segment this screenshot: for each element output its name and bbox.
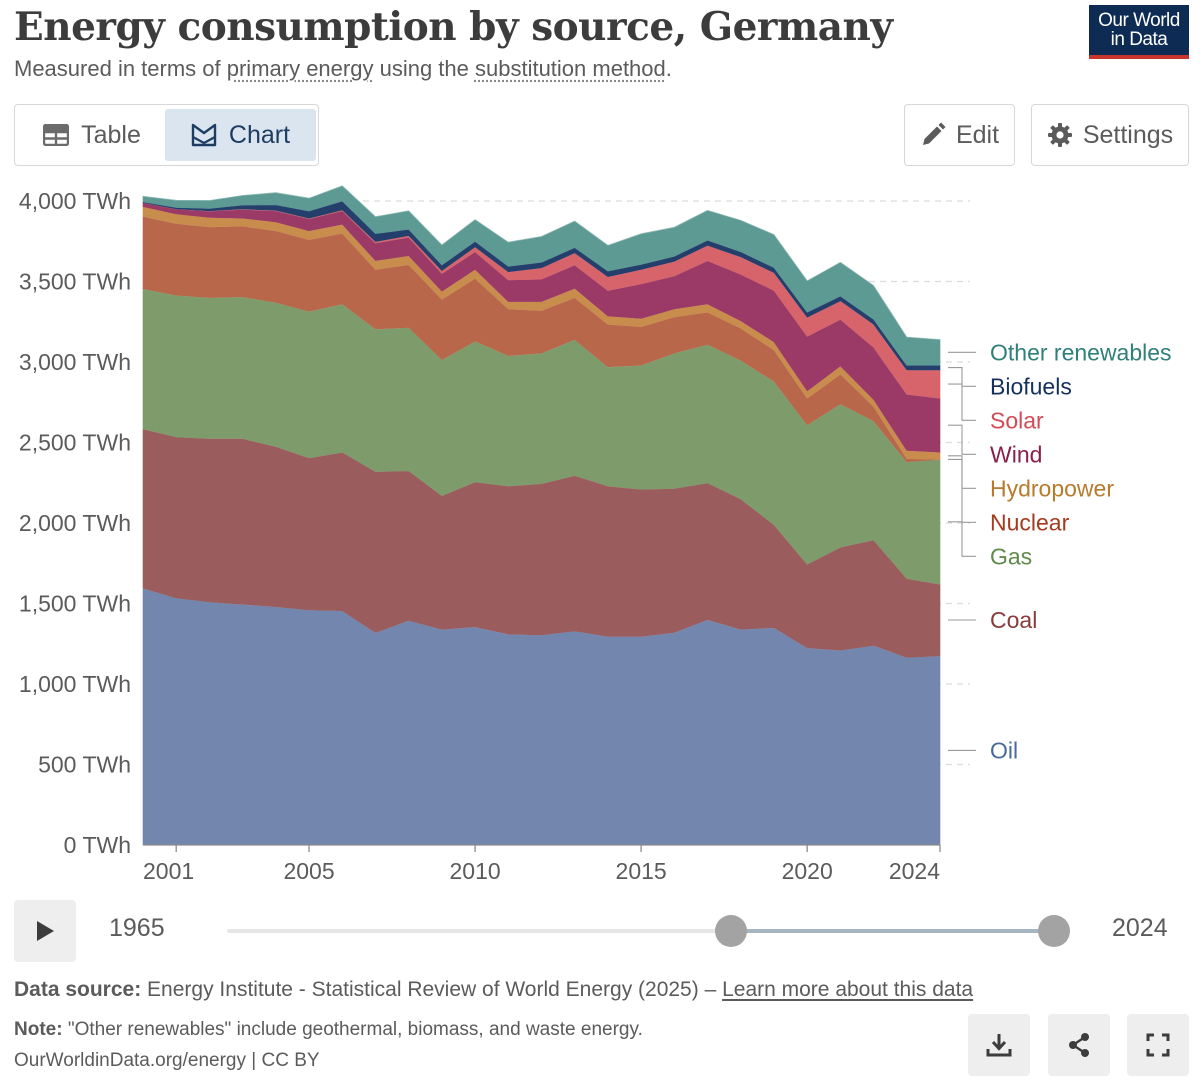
pencil-icon xyxy=(922,122,946,145)
area-chart-icon xyxy=(191,123,217,147)
note-label: Note: xyxy=(14,1019,63,1040)
x-tick-label: 2024 xyxy=(889,858,940,884)
timeline-start-year: 1965 xyxy=(109,914,165,942)
tab-chart[interactable]: Chart xyxy=(165,109,316,161)
x-tick-label: 2020 xyxy=(782,858,833,884)
logo-line-2: in Data xyxy=(1110,29,1168,50)
label-connector-nuclear xyxy=(948,458,976,523)
data-source-text: Energy Institute - Statistical Review of… xyxy=(141,978,723,1001)
label-connector-wind xyxy=(948,424,976,455)
series-label-hydropower[interactable]: Hydropower xyxy=(990,475,1114,501)
tab-chart-label: Chart xyxy=(228,120,291,149)
settings-label: Settings xyxy=(1082,120,1174,149)
fullscreen-icon xyxy=(1146,1033,1170,1057)
tab-table[interactable]: Table xyxy=(19,109,165,161)
timeline-track[interactable] xyxy=(227,929,1054,933)
y-tick-label: 1,500 TWh xyxy=(19,591,131,617)
logo-line-1: Our World xyxy=(1098,10,1180,31)
table-icon xyxy=(43,124,70,146)
edit-label: Edit xyxy=(955,120,1000,149)
page-subtitle: Measured in terms of primary energy usin… xyxy=(14,56,672,82)
play-button[interactable] xyxy=(14,900,76,962)
y-tick-label: 2,500 TWh xyxy=(19,430,131,456)
page-title: Energy consumption by source, Germany xyxy=(14,4,893,50)
y-tick-label: 0 TWh xyxy=(64,832,131,858)
y-tick-label: 3,500 TWh xyxy=(19,269,131,295)
label-layer: Other renewables Biofuels Solar Wind Hydropo… xyxy=(948,339,1172,763)
y-tick-label: 2,000 TWh xyxy=(19,510,131,536)
share-icon xyxy=(1069,1033,1089,1057)
data-source-label: Data source: xyxy=(14,978,142,1001)
subtitle-text: using the xyxy=(373,56,475,81)
fullscreen-button[interactable] xyxy=(1127,1014,1189,1076)
x-tick-label: 2015 xyxy=(616,858,667,884)
edit-button[interactable]: Edit xyxy=(904,104,1015,166)
settings-button[interactable]: Settings xyxy=(1031,104,1189,166)
primary-energy-link[interactable]: primary energy xyxy=(226,56,374,81)
subtitle-text: Measured in terms of xyxy=(14,56,227,81)
timeline-start-handle[interactable] xyxy=(715,915,747,947)
substitution-method-link[interactable]: substitution method xyxy=(474,56,666,81)
note-text: "Other renewables" include geothermal, b… xyxy=(62,1019,643,1040)
x-tick-label: 2005 xyxy=(283,858,334,884)
label-connector-solar xyxy=(948,383,976,421)
area-edge-other-renewables xyxy=(142,185,941,340)
y-tick-label: 3,000 TWh xyxy=(19,349,131,375)
data-source: Data source: Energy Institute - Statisti… xyxy=(14,978,973,1002)
download-icon xyxy=(986,1034,1012,1057)
y-tick-label: 500 TWh xyxy=(38,752,131,778)
series-label-other-renewables[interactable]: Other renewables xyxy=(990,339,1172,365)
stacked-area-chart: 0 TWh 500 TWh 1,000 TWh 1,500 TWh 2,000 TWh 2… xyxy=(19,185,1172,884)
credit-line: OurWorldinData.org/energy | CC BY xyxy=(14,1050,320,1071)
series-label-biofuels[interactable]: Biofuels xyxy=(990,373,1072,399)
series-label-wind[interactable]: Wind xyxy=(990,441,1042,467)
area-other-renewables[interactable] xyxy=(142,185,941,366)
axis-layer: 0 TWh 500 TWh 1,000 TWh 1,500 TWh 2,000 TWh 2… xyxy=(19,188,941,884)
series-label-gas[interactable]: Gas xyxy=(990,543,1032,569)
timeline-selected-range xyxy=(731,929,1054,933)
series-label-coal[interactable]: Coal xyxy=(990,607,1037,633)
subtitle-text: . xyxy=(665,56,672,81)
download-button[interactable] xyxy=(968,1014,1030,1076)
y-tick-label: 4,000 TWh xyxy=(19,188,131,214)
timeline-end-year: 2024 xyxy=(1112,914,1168,942)
share-button[interactable] xyxy=(1048,1014,1110,1076)
area-layer xyxy=(142,185,941,846)
chart-note: Note: "Other renewables" include geother… xyxy=(14,1019,643,1041)
y-tick-label: 1,000 TWh xyxy=(19,671,131,697)
tab-table-label: Table xyxy=(81,120,141,149)
series-label-nuclear[interactable]: Nuclear xyxy=(990,509,1070,535)
learn-more-link[interactable]: Learn more about this data xyxy=(722,978,974,1001)
play-icon xyxy=(37,921,54,941)
x-tick-label: 2001 xyxy=(143,858,194,884)
series-label-oil[interactable]: Oil xyxy=(990,737,1018,763)
label-connector-gas xyxy=(948,521,976,557)
timeline-end-handle[interactable] xyxy=(1038,915,1070,947)
series-label-solar[interactable]: Solar xyxy=(990,407,1044,433)
label-connector-biofuels xyxy=(948,367,976,387)
gear-icon xyxy=(1047,123,1072,147)
view-tabs: Table Chart xyxy=(14,104,319,166)
owid-logo[interactable]: Our World in Data xyxy=(1089,5,1189,59)
x-tick-label: 2010 xyxy=(449,858,500,884)
